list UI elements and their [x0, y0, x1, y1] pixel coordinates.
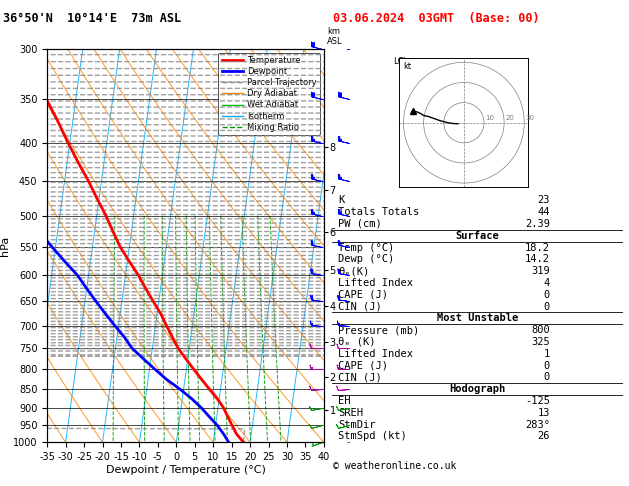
- Text: 44: 44: [538, 207, 550, 217]
- Text: Surface: Surface: [455, 231, 499, 241]
- Text: 18.2: 18.2: [525, 243, 550, 253]
- Y-axis label: hPa: hPa: [0, 235, 10, 256]
- Text: 36°50'N  10°14'E  73m ASL: 36°50'N 10°14'E 73m ASL: [3, 12, 181, 25]
- Text: 26: 26: [538, 432, 550, 441]
- Text: 20: 20: [505, 115, 514, 121]
- Text: 14.2: 14.2: [525, 254, 550, 264]
- Text: θₑ(K): θₑ(K): [338, 266, 369, 276]
- Text: 0: 0: [544, 372, 550, 382]
- Text: 3: 3: [162, 446, 167, 452]
- Text: CIN (J): CIN (J): [338, 372, 382, 382]
- Text: 20: 20: [263, 446, 272, 452]
- Text: 10: 10: [485, 115, 494, 121]
- Text: -125: -125: [525, 396, 550, 406]
- Text: 0: 0: [544, 290, 550, 300]
- Text: 13: 13: [538, 408, 550, 418]
- X-axis label: Dewpoint / Temperature (°C): Dewpoint / Temperature (°C): [106, 465, 265, 475]
- Text: 25: 25: [277, 446, 286, 452]
- Text: 8: 8: [213, 446, 218, 452]
- Text: kt: kt: [403, 62, 411, 71]
- Legend: Temperature, Dewpoint, Parcel Trajectory, Dry Adiabat, Wet Adiabat, Isotherm, Mi: Temperature, Dewpoint, Parcel Trajectory…: [218, 53, 320, 135]
- Text: 23: 23: [538, 195, 550, 205]
- Text: 6: 6: [198, 446, 202, 452]
- Text: CIN (J): CIN (J): [338, 301, 382, 312]
- Text: km
ASL: km ASL: [327, 28, 343, 46]
- Text: θₑ (K): θₑ (K): [338, 337, 376, 347]
- Text: 10: 10: [223, 446, 232, 452]
- Text: 2.39: 2.39: [525, 219, 550, 229]
- Text: CAPE (J): CAPE (J): [338, 361, 388, 370]
- Text: 319: 319: [532, 266, 550, 276]
- Text: Hodograph: Hodograph: [449, 384, 506, 394]
- Text: 0: 0: [544, 301, 550, 312]
- Text: 2: 2: [143, 446, 147, 452]
- Text: Lifted Index: Lifted Index: [338, 278, 413, 288]
- Text: Dewp (°C): Dewp (°C): [338, 254, 394, 264]
- Text: EH: EH: [338, 396, 350, 406]
- Text: © weatheronline.co.uk: © weatheronline.co.uk: [333, 461, 457, 471]
- Text: Pressure (mb): Pressure (mb): [338, 325, 419, 335]
- Text: 283°: 283°: [525, 419, 550, 430]
- Text: K: K: [338, 195, 344, 205]
- Text: StmSpd (kt): StmSpd (kt): [338, 432, 407, 441]
- Text: 5: 5: [188, 446, 192, 452]
- Text: 1: 1: [111, 446, 115, 452]
- Text: 1: 1: [544, 349, 550, 359]
- Text: Most Unstable: Most Unstable: [437, 313, 518, 323]
- Text: 325: 325: [532, 337, 550, 347]
- Text: 4: 4: [544, 278, 550, 288]
- Text: 30: 30: [525, 115, 534, 121]
- Text: 0: 0: [544, 361, 550, 370]
- Text: 03.06.2024  03GMT  (Base: 00): 03.06.2024 03GMT (Base: 00): [333, 12, 540, 25]
- Text: Lifted Index: Lifted Index: [338, 349, 413, 359]
- Text: 15: 15: [246, 446, 255, 452]
- Text: PW (cm): PW (cm): [338, 219, 382, 229]
- Text: 800: 800: [532, 325, 550, 335]
- Text: 4: 4: [176, 446, 181, 452]
- Text: Totals Totals: Totals Totals: [338, 207, 419, 217]
- Text: StmDir: StmDir: [338, 419, 376, 430]
- Text: SREH: SREH: [338, 408, 363, 418]
- Text: LCL: LCL: [393, 57, 408, 67]
- Text: CAPE (J): CAPE (J): [338, 290, 388, 300]
- Text: Temp (°C): Temp (°C): [338, 243, 394, 253]
